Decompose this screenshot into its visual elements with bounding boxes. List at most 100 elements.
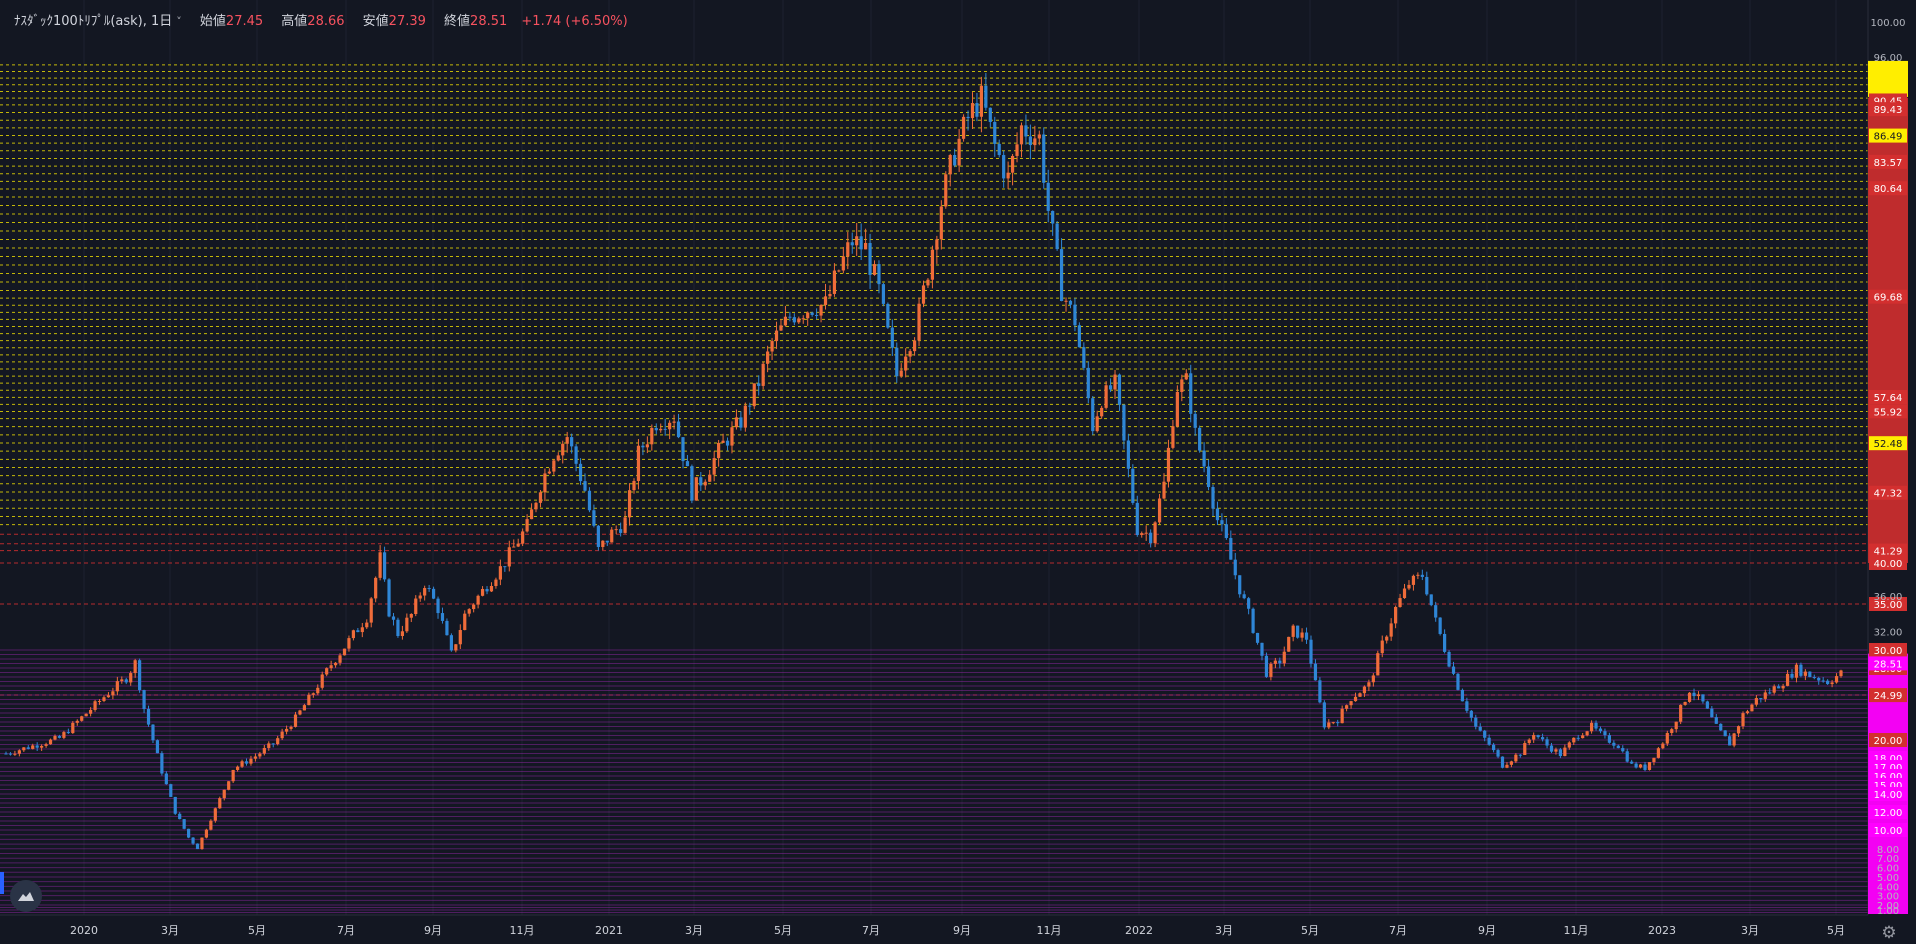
candle-body [1794, 664, 1799, 678]
candle-body [859, 236, 863, 250]
candle-body [480, 588, 485, 596]
candle-body [1077, 325, 1081, 348]
y-tick-label: 36.00 [1874, 592, 1903, 603]
chevron-down-icon[interactable]: ˅ [176, 15, 182, 28]
candle-body [1705, 701, 1709, 709]
candle-body [1643, 764, 1647, 770]
candle-body [182, 819, 186, 829]
price-tag [1869, 390, 1907, 404]
open-label: 始値 [199, 14, 226, 29]
candle-body [1055, 223, 1059, 250]
symbol-title[interactable]: ﾅｽﾀﾞｯｸ100ﾄﾘﾌﾟﾙ(ask), 1日 [14, 14, 173, 29]
candle-body [757, 383, 761, 386]
candle-body [574, 446, 578, 464]
candle-body [1269, 663, 1273, 677]
candle-body [610, 529, 614, 543]
y-tick-label: 4.00 [1877, 882, 1899, 893]
candle-body [1166, 447, 1171, 482]
candle-body [1634, 763, 1638, 768]
candle-body [427, 588, 431, 590]
candle-body [1086, 367, 1090, 399]
candle-body [1202, 450, 1206, 467]
candle-body [1113, 374, 1117, 390]
candle-body [1834, 676, 1839, 683]
candle-body [409, 613, 413, 618]
candle-body [993, 121, 997, 144]
candle-body [1420, 574, 1424, 577]
candle-body [1340, 708, 1344, 724]
price-tag-label: 30.00 [1874, 646, 1903, 657]
candle-body [1674, 721, 1678, 730]
candle-body [400, 631, 404, 637]
candle-body [1247, 598, 1251, 609]
candle-body [316, 687, 320, 694]
price-tag-label: 47.32 [1874, 489, 1903, 500]
candle-body [1741, 713, 1745, 727]
candle-body [1073, 304, 1077, 326]
candle-body [307, 694, 311, 706]
candle-body [1429, 594, 1433, 606]
candle-body [1826, 680, 1830, 685]
candle-body [1536, 735, 1540, 738]
candle-body [1336, 722, 1340, 724]
candle-body [338, 655, 342, 663]
candle-body [1763, 692, 1767, 699]
gear-icon[interactable]: ⚙ [1881, 923, 1897, 943]
candle-body [797, 318, 801, 323]
candle-body [1598, 728, 1603, 732]
candle-body [102, 697, 106, 701]
candle-body [1082, 347, 1086, 368]
candle-body [356, 630, 360, 633]
candle-body [850, 242, 854, 246]
candle-body [298, 710, 302, 715]
candle-body [881, 284, 886, 304]
candle-body [133, 660, 137, 674]
candle-body [676, 421, 681, 438]
candle-body [1042, 134, 1046, 183]
price-tag-label: 57.64 [1874, 393, 1903, 404]
candle-body [1193, 413, 1197, 428]
candle-body [1024, 125, 1028, 137]
candle-body [717, 442, 721, 459]
candle-body [106, 695, 111, 698]
candle-body [53, 736, 57, 740]
candle-body [570, 437, 574, 447]
candle-body [129, 673, 133, 683]
candle-body [930, 249, 935, 280]
close-value: 28.51 [470, 14, 508, 29]
candle-body [405, 617, 409, 632]
candle-body [1345, 705, 1349, 709]
candle-body [1518, 754, 1522, 756]
candle-body [222, 789, 226, 799]
candle-body [445, 620, 449, 636]
candle-body [578, 463, 583, 482]
candle-body [1777, 686, 1781, 689]
candle-body [178, 813, 182, 820]
candle-body [1402, 588, 1407, 599]
candle-body [1772, 686, 1776, 693]
candle-body [1509, 761, 1514, 765]
candle-body [699, 477, 703, 486]
candle-body [1189, 373, 1193, 414]
candle-body [244, 761, 249, 764]
tradingview-logo-icon[interactable] [10, 880, 42, 912]
candle-body [1505, 764, 1509, 768]
candle-body [645, 444, 649, 448]
close-label: 終値 [444, 14, 471, 29]
candle-body [4, 753, 8, 755]
current-price-label: 28.51 [1874, 659, 1903, 670]
candle-body [908, 351, 912, 357]
candle-body [227, 781, 231, 790]
candle-body [1563, 747, 1567, 757]
candle-body [293, 714, 298, 727]
price-tag-label: 55.92 [1874, 407, 1903, 418]
candle-body [1625, 751, 1629, 762]
x-tick-label: 11月 [1037, 924, 1062, 937]
candle-body [1260, 642, 1264, 656]
candle-body [200, 837, 204, 850]
x-tick-label: 7月 [1389, 924, 1407, 937]
candle-body [48, 739, 53, 745]
candle-body [151, 724, 155, 741]
